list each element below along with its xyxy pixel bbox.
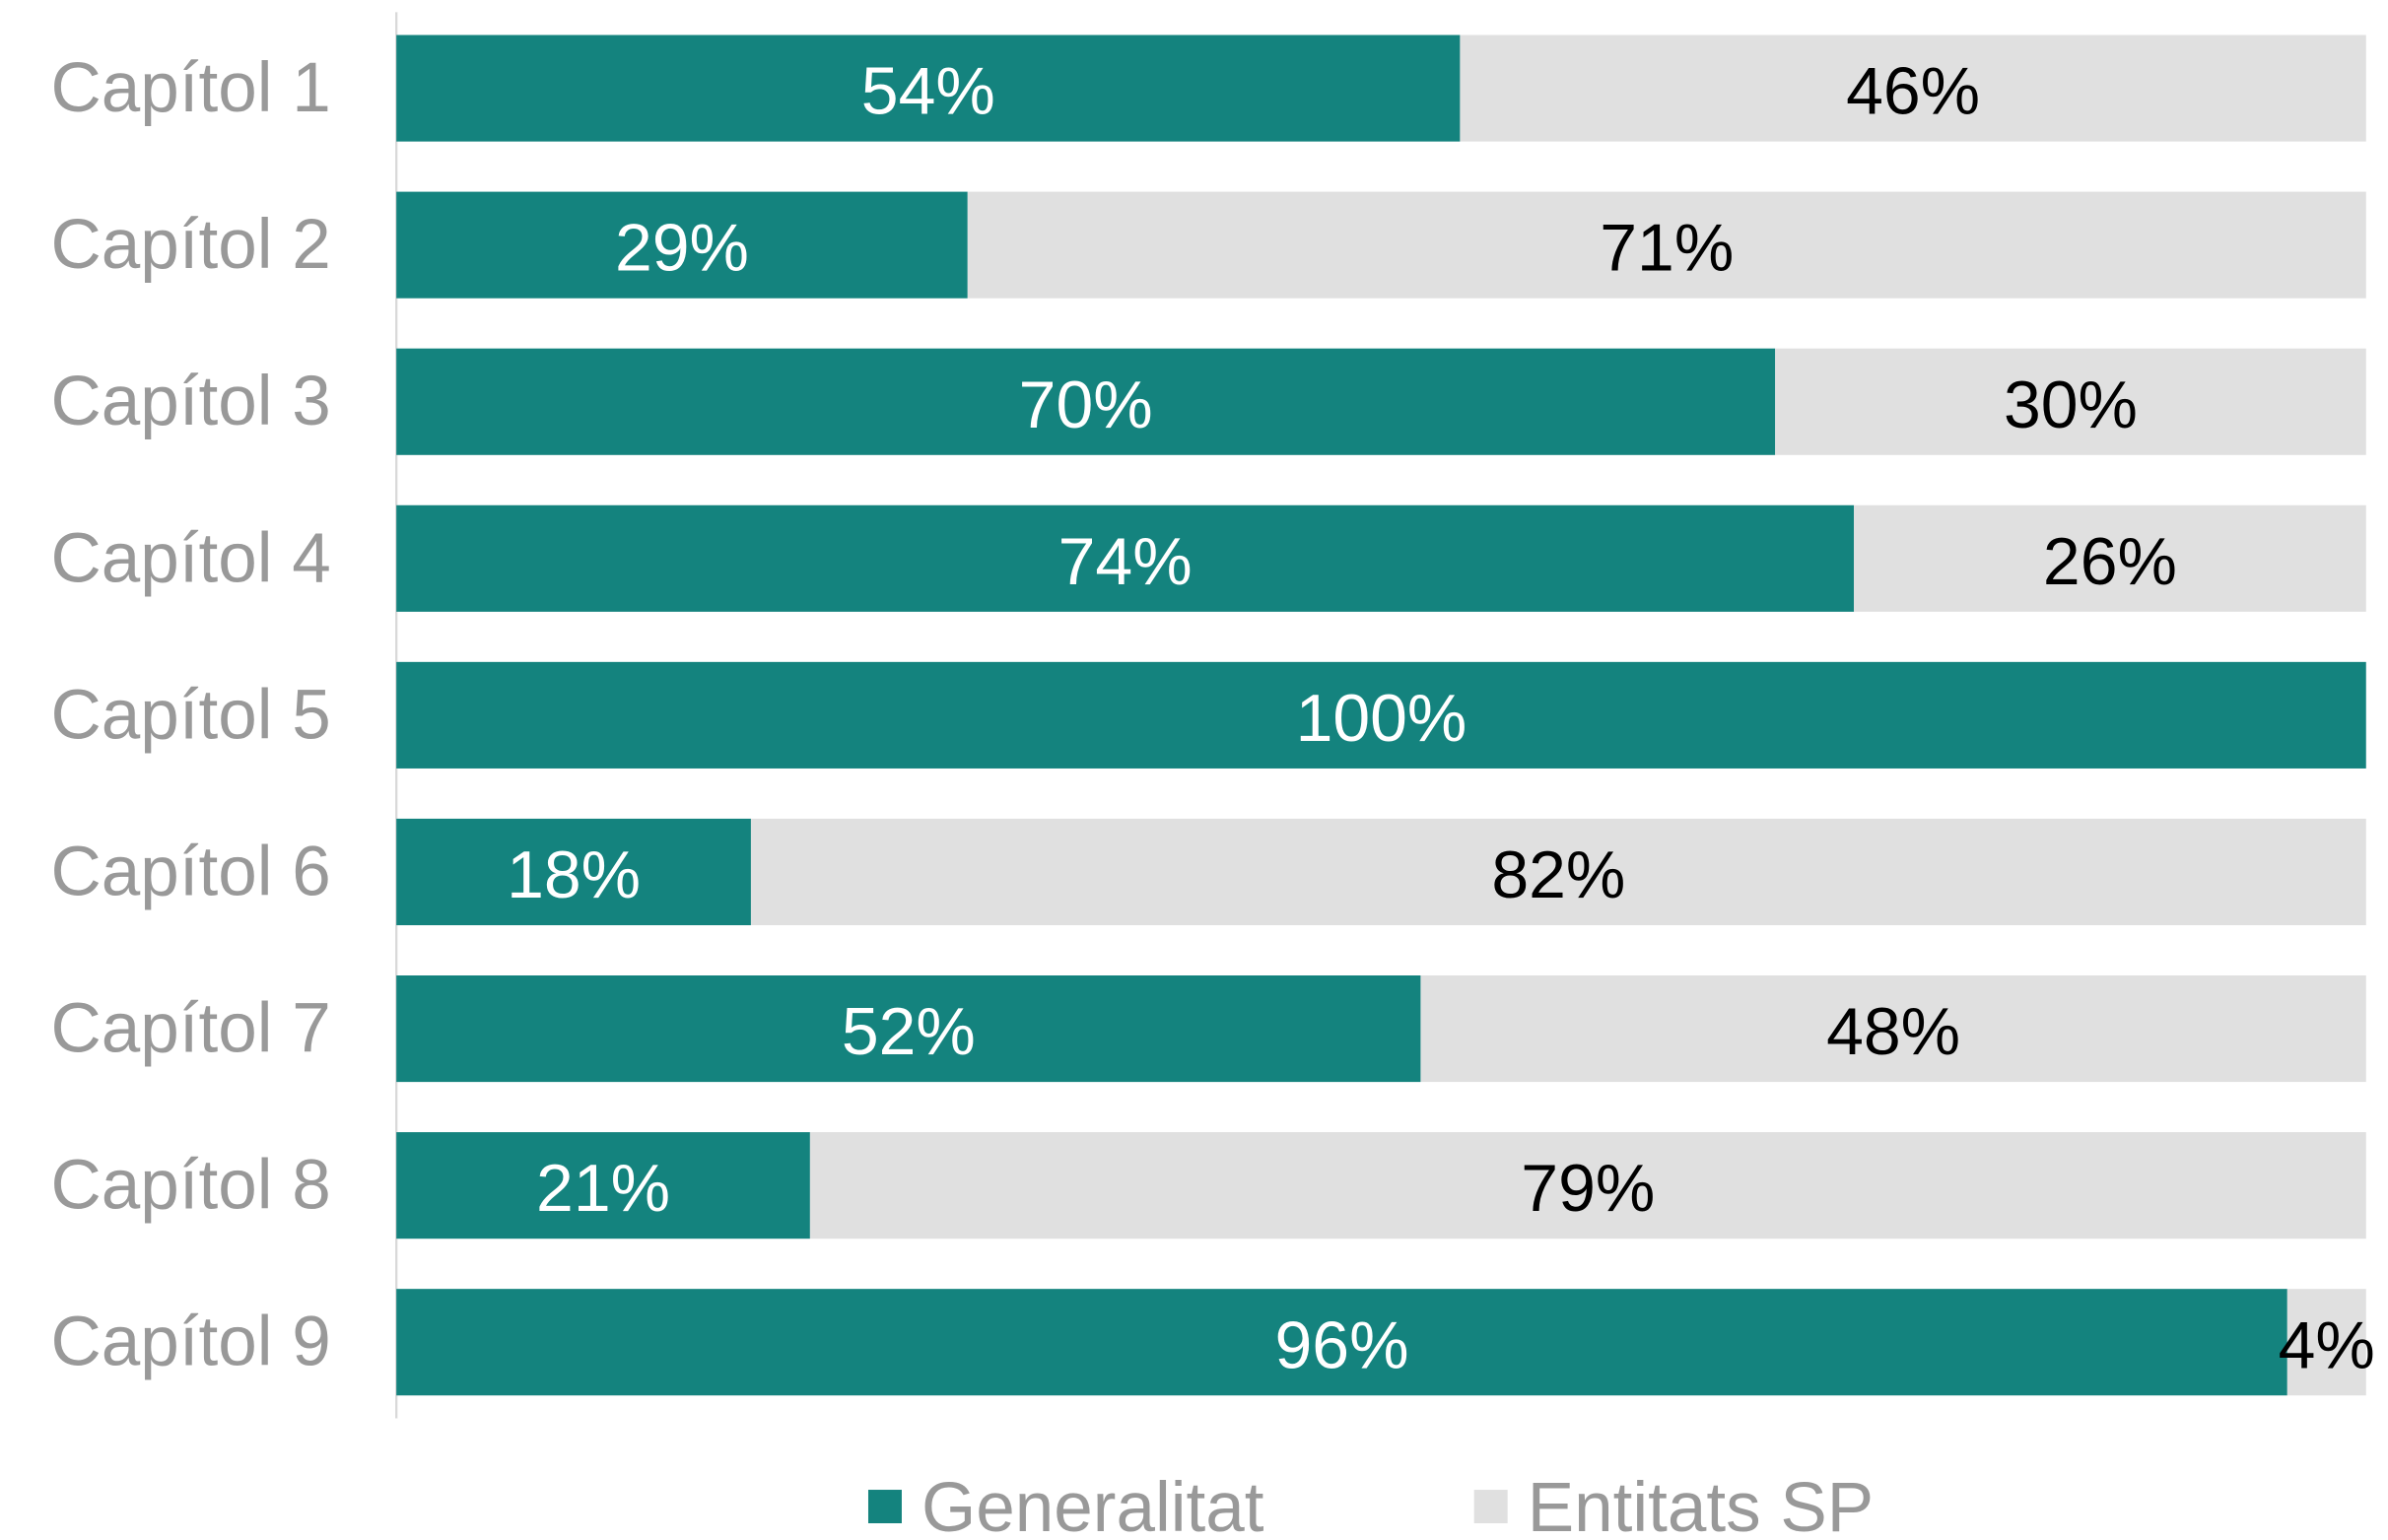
bar-segment bbox=[967, 191, 2366, 299]
bar-segment bbox=[2286, 1289, 2366, 1396]
bar-segment bbox=[396, 1132, 810, 1239]
data-label: 54% bbox=[861, 54, 995, 129]
bar-segment bbox=[396, 504, 1855, 612]
y-tick-label: Capítol 8 bbox=[50, 1147, 330, 1225]
bar-segment bbox=[1420, 975, 2366, 1083]
data-label: 29% bbox=[615, 211, 749, 286]
bar-segment bbox=[396, 661, 2366, 769]
data-label: 70% bbox=[1019, 368, 1153, 442]
bar-segment bbox=[750, 818, 2366, 926]
data-label: 82% bbox=[1491, 837, 1625, 912]
data-label: 96% bbox=[1275, 1307, 1409, 1382]
bar-segment bbox=[1460, 34, 2366, 142]
data-label: 4% bbox=[2279, 1307, 2375, 1382]
bar-segment bbox=[1775, 348, 2366, 455]
data-label: 79% bbox=[1521, 1151, 1655, 1226]
legend-swatch bbox=[867, 1490, 902, 1524]
bar-segment bbox=[396, 1289, 2287, 1396]
data-label: 30% bbox=[2004, 368, 2138, 442]
data-label: 71% bbox=[1600, 211, 1734, 286]
data-label: 21% bbox=[536, 1151, 670, 1226]
data-label: 52% bbox=[842, 994, 976, 1069]
legend-label: Generalitat bbox=[921, 1469, 1264, 1540]
legend-label: Entitats SP bbox=[1528, 1469, 1874, 1540]
y-tick-label: Capítol 7 bbox=[50, 990, 330, 1068]
y-tick-label: Capítol 4 bbox=[50, 519, 330, 597]
y-tick-label: Capítol 1 bbox=[50, 49, 330, 127]
bar-segment bbox=[396, 818, 751, 926]
data-label: 26% bbox=[2043, 524, 2177, 599]
data-label: 74% bbox=[1058, 524, 1193, 599]
data-label: 100% bbox=[1296, 681, 1467, 756]
y-tick-label: Capítol 6 bbox=[50, 833, 330, 910]
data-label: 46% bbox=[1846, 54, 1980, 129]
y-tick-label: Capítol 5 bbox=[50, 676, 330, 754]
bar-segment bbox=[396, 191, 968, 299]
data-label: 48% bbox=[1826, 994, 1960, 1069]
bar-segment bbox=[396, 34, 1461, 142]
bar-segment bbox=[809, 1132, 2366, 1239]
bar-segment bbox=[396, 975, 1421, 1083]
y-tick-label: Capítol 3 bbox=[50, 363, 330, 440]
bar-segment bbox=[1854, 504, 2366, 612]
y-tick-label: Capítol 2 bbox=[50, 206, 330, 284]
data-label: 18% bbox=[507, 837, 641, 912]
y-tick-label: Capítol 9 bbox=[50, 1304, 330, 1381]
bar-segment bbox=[396, 348, 1776, 455]
legend-swatch bbox=[1473, 1490, 1508, 1524]
